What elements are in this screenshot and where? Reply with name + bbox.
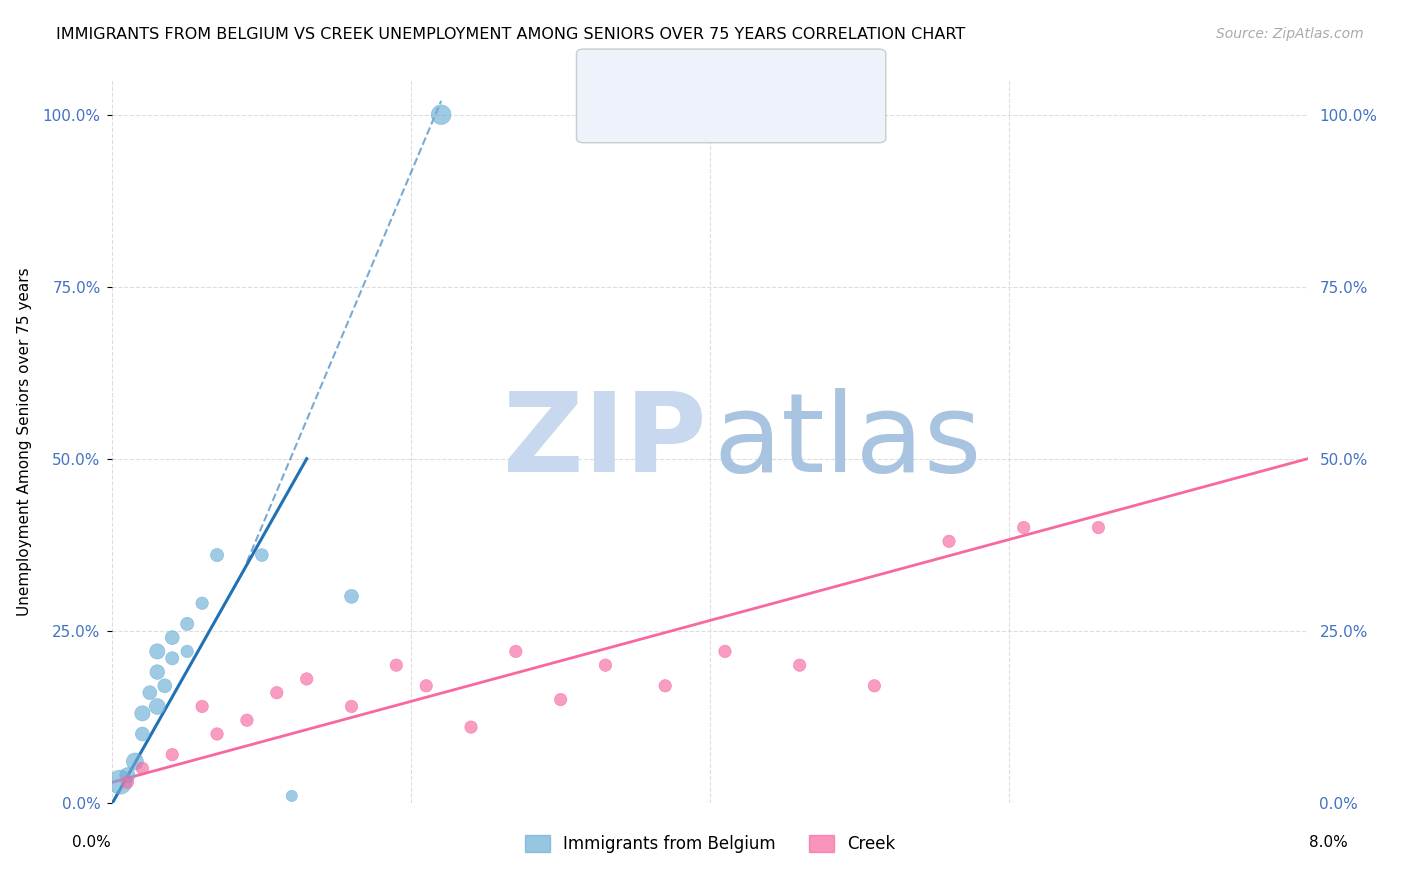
Point bbox=[654, 679, 676, 693]
Point bbox=[714, 644, 737, 658]
Point bbox=[250, 548, 273, 562]
Point bbox=[415, 679, 437, 693]
Point bbox=[131, 706, 153, 721]
Point bbox=[1087, 520, 1109, 534]
Point bbox=[153, 679, 176, 693]
Text: ZIP: ZIP bbox=[503, 388, 706, 495]
Text: N =: N = bbox=[707, 111, 759, 128]
Point bbox=[205, 548, 228, 562]
Point bbox=[146, 665, 169, 679]
Point bbox=[176, 616, 198, 631]
Text: 0.315: 0.315 bbox=[654, 111, 706, 128]
Point bbox=[176, 644, 198, 658]
Point bbox=[550, 692, 572, 706]
Point bbox=[236, 713, 259, 727]
Point bbox=[131, 761, 153, 775]
Point bbox=[295, 672, 318, 686]
Text: IMMIGRANTS FROM BELGIUM VS CREEK UNEMPLOYMENT AMONG SENIORS OVER 75 YEARS CORREL: IMMIGRANTS FROM BELGIUM VS CREEK UNEMPLO… bbox=[56, 27, 966, 42]
Y-axis label: Unemployment Among Seniors over 75 years: Unemployment Among Seniors over 75 years bbox=[17, 268, 31, 615]
Point bbox=[146, 644, 169, 658]
Point bbox=[191, 699, 214, 714]
Point bbox=[1012, 520, 1035, 534]
Text: 8.0%: 8.0% bbox=[1309, 836, 1348, 850]
Point bbox=[117, 775, 139, 789]
Point bbox=[505, 644, 527, 658]
Point bbox=[281, 789, 304, 803]
Point bbox=[191, 596, 214, 610]
Text: 20: 20 bbox=[766, 70, 789, 88]
Legend: Immigrants from Belgium, Creek: Immigrants from Belgium, Creek bbox=[517, 828, 903, 860]
Point bbox=[266, 686, 288, 700]
Point bbox=[340, 590, 363, 604]
Text: 0.0%: 0.0% bbox=[72, 836, 111, 850]
Point bbox=[146, 699, 169, 714]
Text: 22: 22 bbox=[766, 111, 790, 128]
Text: 0.726: 0.726 bbox=[654, 70, 706, 88]
Point bbox=[162, 651, 183, 665]
Point bbox=[162, 747, 183, 762]
Point bbox=[595, 658, 617, 673]
Point bbox=[162, 631, 183, 645]
Point bbox=[139, 686, 162, 700]
Point bbox=[460, 720, 482, 734]
Point bbox=[340, 699, 363, 714]
Point bbox=[205, 727, 228, 741]
Point bbox=[938, 534, 960, 549]
Point bbox=[131, 727, 153, 741]
Point bbox=[108, 775, 131, 789]
Text: R =: R = bbox=[619, 70, 655, 88]
Text: N =: N = bbox=[707, 70, 759, 88]
Point bbox=[117, 768, 139, 782]
Point bbox=[430, 108, 453, 122]
Text: ■: ■ bbox=[595, 70, 613, 88]
Point bbox=[124, 755, 146, 769]
Text: atlas: atlas bbox=[714, 388, 983, 495]
Point bbox=[789, 658, 811, 673]
Point bbox=[863, 679, 886, 693]
Text: R =: R = bbox=[619, 111, 655, 128]
Text: ■: ■ bbox=[595, 110, 613, 129]
Text: Source: ZipAtlas.com: Source: ZipAtlas.com bbox=[1216, 27, 1364, 41]
Point bbox=[385, 658, 408, 673]
